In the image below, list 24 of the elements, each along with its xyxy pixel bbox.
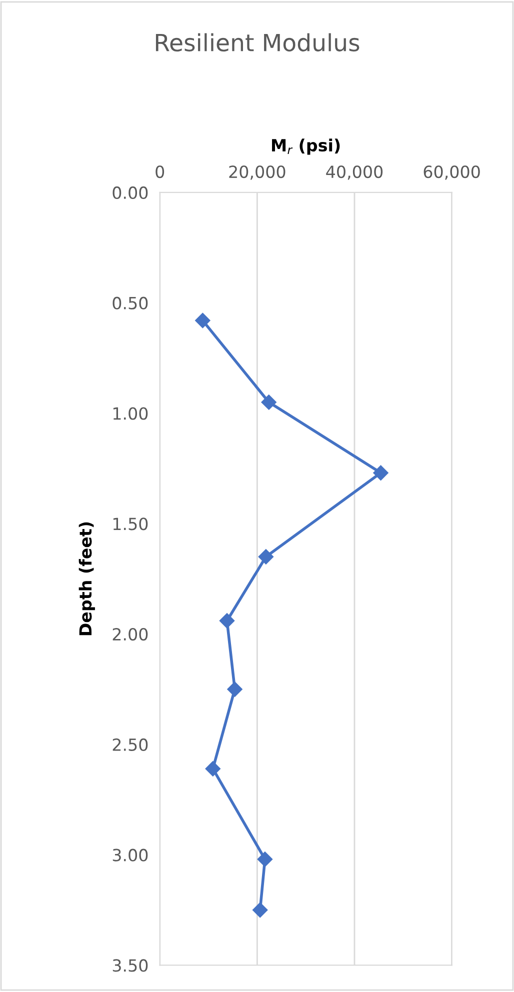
- point: [219, 613, 235, 628]
- y-tick-label: 3.00: [112, 848, 148, 862]
- point: [373, 465, 388, 480]
- x-tick-label: 0: [156, 166, 164, 178]
- y-tick-label: 1.50: [113, 518, 148, 530]
- point: [252, 902, 268, 918]
- y-tick-label: 2.00: [112, 628, 148, 641]
- y-axis-title: Depth (feet): [78, 522, 95, 636]
- y-tick-label: 3.50: [112, 959, 148, 972]
- y-tick-label: 0.50: [112, 296, 148, 310]
- x-tick-label: 20,000: [229, 166, 286, 180]
- y-tick-label: 1.00: [113, 407, 148, 420]
- point: [261, 394, 276, 410]
- point: [205, 761, 220, 776]
- point: [227, 682, 242, 697]
- chart-title: Resilient Modulus: [156, 33, 360, 52]
- x-tick-label: 40,000: [326, 166, 383, 180]
- point: [258, 549, 274, 564]
- x-tick-label: 60,000: [424, 166, 480, 180]
- point: [195, 312, 210, 328]
- y-tick-label: 0.00: [112, 186, 148, 200]
- y-tick-label: 2.50: [112, 738, 148, 751]
- point: [257, 852, 273, 867]
- x-axis-title: M$_{r}$ (psi): [272, 138, 340, 155]
